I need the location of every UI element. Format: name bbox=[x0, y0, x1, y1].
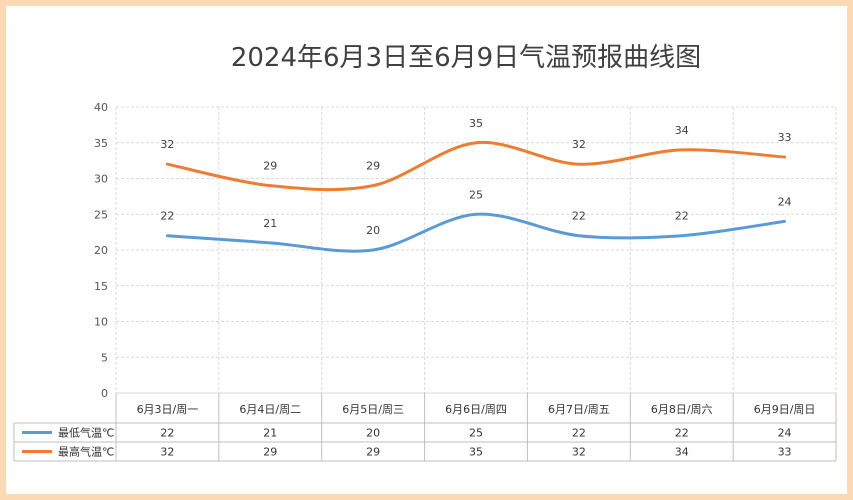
x-category-label: 6月7日/周五 bbox=[548, 403, 610, 416]
table-value: 32 bbox=[572, 446, 586, 459]
data-table: 6月3日/周一 6月4日/周二 6月5日/周三 6月6日/周四 6月7日/周五 6月8日/… bbox=[13, 393, 837, 462]
data-label: 22 bbox=[160, 210, 174, 223]
table-value: 21 bbox=[263, 427, 277, 440]
legend-label: 最高气温℃ bbox=[58, 445, 114, 459]
table-value: 32 bbox=[160, 446, 174, 459]
plot-area bbox=[165, 140, 787, 253]
table-value: 25 bbox=[469, 427, 483, 440]
y-tick-label: 5 bbox=[101, 351, 108, 364]
data-label: 34 bbox=[675, 124, 689, 137]
y-tick-label: 30 bbox=[94, 173, 108, 186]
data-label: 21 bbox=[263, 217, 277, 230]
chart-frame: 2024年6月3日至6月9日气温预报曲线图 0 5 10 15 20 25 30 35 40 2… bbox=[6, 6, 847, 494]
grid bbox=[115, 106, 837, 394]
data-labels: 22 21 20 25 22 22 24 32 29 29 35 32 34 33 bbox=[160, 117, 791, 237]
chart-svg: 2024年6月3日至6月9日气温预报曲线图 0 5 10 15 20 25 30 35 40 2… bbox=[13, 43, 837, 462]
table-value: 20 bbox=[366, 427, 380, 440]
x-category-label: 6月9日/周日 bbox=[754, 403, 816, 416]
data-label: 33 bbox=[778, 131, 792, 144]
x-category-label: 6月8日/周六 bbox=[651, 403, 713, 416]
table-value: 22 bbox=[675, 427, 689, 440]
table-value: 29 bbox=[366, 446, 380, 459]
data-label: 29 bbox=[366, 160, 380, 173]
y-tick-label: 20 bbox=[94, 244, 108, 257]
y-tick-label: 35 bbox=[94, 137, 108, 150]
data-label: 32 bbox=[160, 138, 174, 151]
series-line-2 bbox=[165, 140, 787, 192]
series-line-1 bbox=[165, 212, 787, 253]
y-tick-label: 10 bbox=[94, 316, 108, 329]
data-label: 20 bbox=[366, 224, 380, 237]
data-label: 29 bbox=[263, 160, 277, 173]
table-value: 29 bbox=[263, 446, 277, 459]
y-tick-label: 40 bbox=[94, 101, 108, 114]
y-axis: 0 5 10 15 20 25 30 35 40 bbox=[94, 101, 108, 400]
data-label: 25 bbox=[469, 188, 483, 201]
x-category-label: 6月3日/周一 bbox=[137, 403, 199, 416]
table-value: 24 bbox=[778, 427, 792, 440]
y-tick-label: 15 bbox=[94, 280, 108, 293]
table-value: 22 bbox=[572, 427, 586, 440]
x-category-label: 6月5日/周三 bbox=[342, 403, 404, 416]
data-label: 32 bbox=[572, 138, 586, 151]
data-label: 22 bbox=[675, 210, 689, 223]
chart-title: 2024年6月3日至6月9日气温预报曲线图 bbox=[231, 43, 701, 73]
y-tick-label: 0 bbox=[101, 387, 108, 400]
table-value: 33 bbox=[778, 446, 792, 459]
y-tick-label: 25 bbox=[94, 208, 108, 221]
x-category-label: 6月6日/周四 bbox=[445, 403, 507, 416]
table-value: 35 bbox=[469, 446, 483, 459]
data-label: 22 bbox=[572, 210, 586, 223]
x-category-label: 6月4日/周二 bbox=[239, 403, 301, 416]
legend-label: 最低气温℃ bbox=[58, 426, 114, 440]
table-value: 22 bbox=[160, 427, 174, 440]
table-value: 34 bbox=[675, 446, 689, 459]
data-label: 24 bbox=[778, 195, 792, 208]
data-label: 35 bbox=[469, 117, 483, 130]
